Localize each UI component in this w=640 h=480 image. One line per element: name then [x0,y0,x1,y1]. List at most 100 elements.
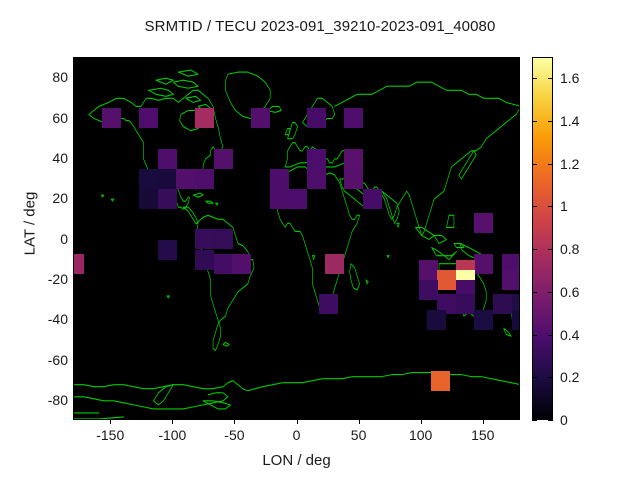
y-tick-mark [73,278,78,280]
colorbar-tick-label: 0.4 [560,326,580,343]
data-cell [158,149,177,169]
data-cell [419,280,438,300]
colorbar-tick-label: 1.6 [560,70,580,87]
x-tick-label: 150 [471,427,495,443]
x-tick-label: -150 [96,427,125,443]
data-cell [307,108,326,128]
data-cell [195,169,214,189]
colorbar-tick-mark [532,78,537,80]
data-cell [456,294,475,314]
x-tick-mark [358,419,360,424]
data-cell [158,169,177,189]
y-tick-mark [73,198,78,200]
data-cell [251,108,270,128]
data-cell [139,108,158,128]
data-cell [139,169,158,189]
chart-title: SRMTID / TECU 2023-091_39210-2023-091_40… [144,18,496,35]
data-cell [74,254,84,274]
data-cell [214,229,233,249]
y-tick-mark [73,117,78,119]
y-tick-label: 80 [52,69,68,86]
data-cell [474,310,493,330]
data-cell [158,240,177,260]
y-tick-label: -80 [47,391,68,408]
y-tick-label: 20 [52,190,68,207]
colorbar-tick-label: 0.2 [560,369,580,386]
x-tick-mark [482,419,484,424]
data-cell [344,149,363,169]
x-tick-label: 100 [408,427,433,443]
x-axis-tick-labels: -150 -100 -50 0 50 100 150 [0,427,640,449]
y-tick-mark [73,157,78,159]
y-tick-label: 0 [60,230,68,247]
colorbar-tick-mark [548,121,553,123]
colorbar-tick-mark [548,291,553,293]
data-cell [307,149,326,169]
colorbar-tick-mark [548,420,553,421]
colorbar[interactable] [532,57,553,420]
x-tick-label: 50 [350,427,367,443]
colorbar-tick-label: 0.8 [560,241,580,258]
colorbar-tick-mark [532,163,537,165]
x-tick-mark [420,419,422,424]
y-axis-title: LAT / deg [21,191,39,256]
x-tick-mark [110,419,112,424]
data-cell [344,169,363,189]
x-tick-mark [172,419,174,424]
colorbar-tick-mark [548,377,553,379]
y-tick-mark [73,319,78,321]
colorbar-tick-label: 0 [560,412,568,428]
data-cell [493,294,512,314]
data-cell [232,254,251,274]
colorbar-tick-label: 1.4 [560,113,580,130]
y-tick-label: 60 [52,109,68,126]
data-cell [102,108,121,128]
y-tick-mark [73,77,78,79]
x-axis-title: LON / deg [262,452,331,469]
y-tick-mark [73,399,78,401]
data-cell [195,108,214,128]
colorbar-tick-mark [532,377,537,379]
colorbar-tick-mark [548,163,553,165]
data-cell [270,169,289,189]
colorbar-tick-mark [532,334,537,336]
y-tick-label: -20 [47,270,68,287]
data-cell [363,189,382,209]
data-cell [307,169,326,189]
data-cell [195,250,214,270]
colorbar-tick-mark [548,334,553,336]
data-cell [195,229,214,249]
colorbar-tick-label: 1 [560,198,568,215]
y-tick-label: -60 [47,351,68,368]
map-plot-area[interactable] [73,57,520,420]
data-cell [419,260,438,280]
data-cell [288,189,307,209]
y-axis-tick-labels: 80 60 40 20 0 -20 -40 -60 -80 [16,57,68,420]
y-tick-mark [73,238,78,240]
colorbar-tick-mark [532,121,537,123]
y-tick-label: 40 [52,149,68,166]
data-cell [512,310,519,330]
data-cell [270,189,289,209]
data-cell [431,371,450,391]
colorbar-tick-mark [532,291,537,293]
colorbar-tick-mark [532,420,537,421]
x-tick-mark [296,419,298,424]
colorbar-gradient [533,58,552,419]
y-tick-mark [73,359,78,361]
data-cell [502,270,519,290]
colorbar-tick-mark [532,249,537,251]
data-cell [474,254,493,274]
data-cell [158,189,177,209]
x-tick-label: -50 [224,427,245,443]
colorbar-tick-mark [548,78,553,80]
colorbar-tick-mark [548,249,553,251]
data-cell [512,294,519,314]
colorbar-tick-mark [548,206,553,208]
data-cell [319,294,338,314]
data-cell [139,189,158,209]
data-cell [176,169,195,189]
x-tick-label: 0 [292,427,301,443]
data-cell [474,213,493,233]
